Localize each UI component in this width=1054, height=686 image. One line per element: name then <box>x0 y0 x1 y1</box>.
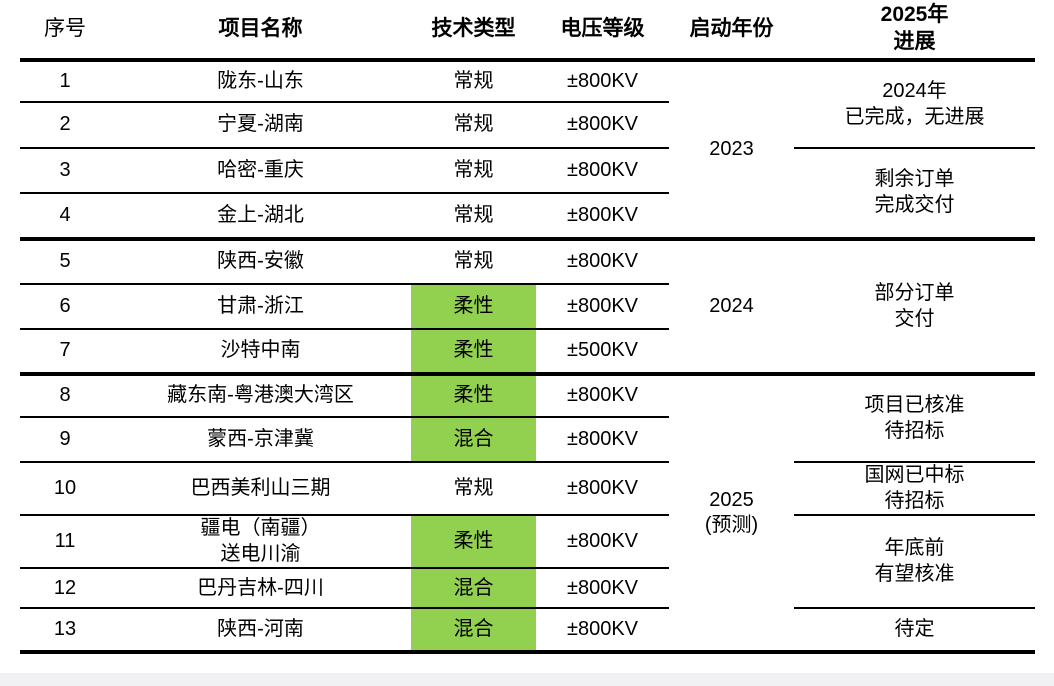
project-name: 甘肃-浙江 <box>110 284 411 330</box>
tech-type: 常规 <box>411 193 536 241</box>
voltage-level: ±800KV <box>536 515 669 570</box>
row-number: 12 <box>20 568 110 610</box>
tech-type: 柔性 <box>411 374 536 418</box>
progress-note: 剩余订单 完成交付 <box>794 148 1035 241</box>
col-header-year: 启动年份 <box>669 0 794 62</box>
table-body: 1 陇东-山东 常规 ±800KV 2023 2024年 已完成，无进展 2 宁… <box>20 60 1035 655</box>
row-number: 6 <box>20 284 110 330</box>
table-row: 6 甘肃-浙江 柔性 ±800KV <box>20 284 1035 330</box>
voltage-level: ±800KV <box>536 239 669 285</box>
header-row: 序号 项目名称 技术类型 电压等级 启动年份 2025年 进展 <box>20 0 1035 62</box>
progress-note: 国网已中标 待招标 <box>794 462 1035 517</box>
voltage-level: ±500KV <box>536 329 669 376</box>
start-year: 2024 <box>669 239 794 376</box>
tech-type: 常规 <box>411 239 536 285</box>
table-row: 13 陕西-河南 混合 ±800KV 待定 <box>20 608 1035 655</box>
progress-note: 2024年 已完成，无进展 <box>794 60 1035 149</box>
voltage-level: ±800KV <box>536 284 669 330</box>
footer-divider-bar <box>0 673 1054 686</box>
voltage-level: ±800KV <box>536 148 669 194</box>
project-name: 金上-湖北 <box>110 193 411 241</box>
tech-type: 混合 <box>411 608 536 655</box>
col-header-tech: 技术类型 <box>411 0 536 62</box>
tech-type: 常规 <box>411 462 536 517</box>
voltage-level: ±800KV <box>536 193 669 241</box>
project-name: 陕西-安徽 <box>110 239 411 285</box>
voltage-level: ±800KV <box>536 462 669 517</box>
project-name: 陕西-河南 <box>110 608 411 655</box>
row-number: 13 <box>20 608 110 655</box>
table-row: 7 沙特中南 柔性 ±500KV <box>20 329 1035 376</box>
table-row: 2 宁夏-湖南 常规 ±800KV <box>20 102 1035 149</box>
project-name: 宁夏-湖南 <box>110 102 411 149</box>
voltage-level: ±800KV <box>536 60 669 103</box>
voltage-level: ±800KV <box>536 608 669 655</box>
project-name: 疆电（南疆） 送电川渝 <box>110 515 411 570</box>
uhv-projects-table: 序号 项目名称 技术类型 电压等级 启动年份 2025年 进展 1 陇东-山东 … <box>20 0 1035 655</box>
tech-type: 柔性 <box>411 515 536 570</box>
table-row: 10 巴西美利山三期 常规 ±800KV 国网已中标 待招标 <box>20 462 1035 517</box>
table-header: 序号 项目名称 技术类型 电压等级 启动年份 2025年 进展 <box>20 0 1035 62</box>
tech-type: 常规 <box>411 60 536 103</box>
project-name: 陇东-山东 <box>110 60 411 103</box>
table-row: 1 陇东-山东 常规 ±800KV 2023 2024年 已完成，无进展 <box>20 60 1035 241</box>
tech-type: 柔性 <box>411 284 536 330</box>
project-name: 沙特中南 <box>110 329 411 376</box>
tech-type: 混合 <box>411 417 536 463</box>
project-name: 巴丹吉林-四川 <box>110 568 411 610</box>
table-row: 4 金上-湖北 常规 ±800KV <box>20 193 1035 241</box>
project-name: 藏东南-粤港澳大湾区 <box>110 374 411 418</box>
row-number: 9 <box>20 417 110 463</box>
table-row: 11 疆电（南疆） 送电川渝 柔性 ±800KV 年底前 有望核准 <box>20 515 1035 610</box>
col-header-voltage: 电压等级 <box>536 0 669 62</box>
col-header-progress: 2025年 进展 <box>794 0 1035 62</box>
tech-type: 常规 <box>411 148 536 194</box>
row-number: 1 <box>20 60 110 103</box>
start-year: 2023 <box>669 60 794 241</box>
project-name: 蒙西-京津冀 <box>110 417 411 463</box>
progress-note: 待定 <box>794 608 1035 655</box>
start-year: 2025 (预测) <box>669 374 794 655</box>
tech-type: 常规 <box>411 102 536 149</box>
voltage-level: ±800KV <box>536 102 669 149</box>
col-header-project: 项目名称 <box>110 0 411 62</box>
col-header-no: 序号 <box>20 0 110 62</box>
table-row: 3 哈密-重庆 常规 ±800KV 剩余订单 完成交付 <box>20 148 1035 241</box>
row-number: 10 <box>20 462 110 517</box>
voltage-level: ±800KV <box>536 374 669 418</box>
table-row: 5 陕西-安徽 常规 ±800KV 2024 部分订单 交付 <box>20 239 1035 376</box>
progress-note: 部分订单 交付 <box>794 239 1035 376</box>
table-row: 9 蒙西-京津冀 混合 ±800KV <box>20 417 1035 463</box>
row-number: 7 <box>20 329 110 376</box>
table-row: 12 巴丹吉林-四川 混合 ±800KV <box>20 568 1035 610</box>
progress-note: 年底前 有望核准 <box>794 515 1035 610</box>
row-number: 4 <box>20 193 110 241</box>
row-number: 2 <box>20 102 110 149</box>
voltage-level: ±800KV <box>536 568 669 610</box>
project-name: 巴西美利山三期 <box>110 462 411 517</box>
row-number: 5 <box>20 239 110 285</box>
tech-type: 混合 <box>411 568 536 610</box>
table-row: 8 藏东南-粤港澳大湾区 柔性 ±800KV 2025 (预测) 项目已核准 待… <box>20 374 1035 655</box>
row-number: 11 <box>20 515 110 570</box>
progress-note: 项目已核准 待招标 <box>794 374 1035 463</box>
voltage-level: ±800KV <box>536 417 669 463</box>
row-number: 8 <box>20 374 110 418</box>
row-number: 3 <box>20 148 110 194</box>
tech-type: 柔性 <box>411 329 536 376</box>
project-name: 哈密-重庆 <box>110 148 411 194</box>
